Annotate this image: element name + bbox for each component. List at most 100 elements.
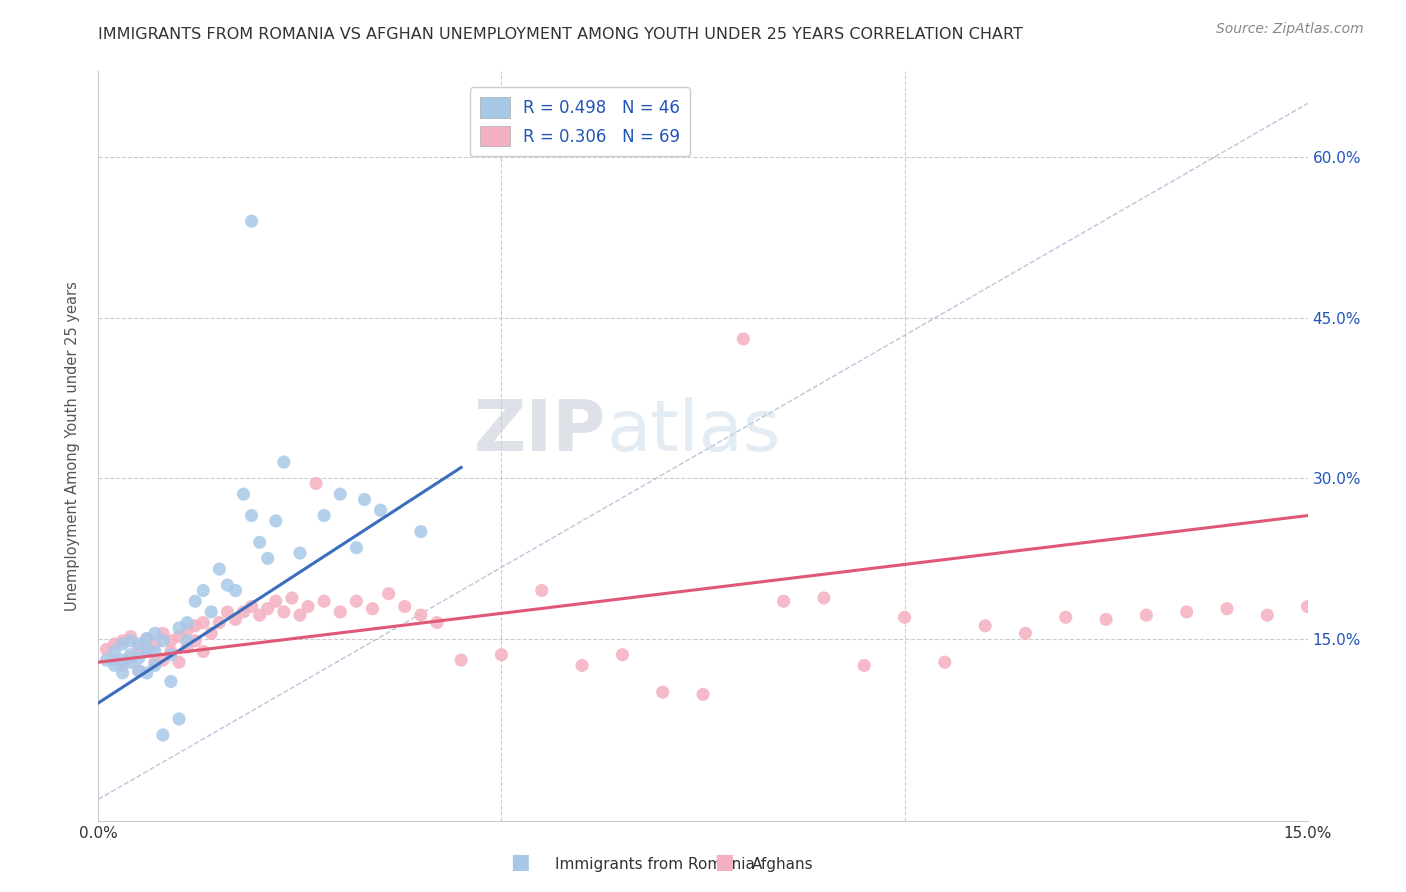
Point <box>409 608 432 623</box>
Point <box>426 615 449 630</box>
Point <box>394 599 416 614</box>
Point <box>1256 608 1278 623</box>
Point <box>152 626 174 640</box>
Point <box>240 508 263 523</box>
Text: IMMIGRANTS FROM ROMANIA VS AFGHAN UNEMPLOYMENT AMONG YOUTH UNDER 25 YEARS CORREL: IMMIGRANTS FROM ROMANIA VS AFGHAN UNEMPL… <box>98 27 1024 42</box>
Point <box>120 633 142 648</box>
Point <box>167 630 190 644</box>
Text: atlas: atlas <box>606 397 780 466</box>
Point <box>176 615 198 630</box>
Point <box>1175 605 1198 619</box>
Point <box>128 664 150 678</box>
Point <box>167 655 190 669</box>
Point <box>184 633 207 648</box>
Point <box>120 655 142 669</box>
Point <box>329 605 352 619</box>
Point <box>344 541 367 555</box>
Text: ■: ■ <box>714 853 734 872</box>
Point <box>143 655 166 669</box>
Point <box>692 687 714 701</box>
Point <box>128 640 150 655</box>
Point <box>167 712 190 726</box>
Point <box>733 332 755 346</box>
Point <box>256 601 278 615</box>
Point <box>152 653 174 667</box>
Point <box>96 642 118 657</box>
Text: Afghans: Afghans <box>752 857 814 872</box>
Point <box>111 633 134 648</box>
Point <box>128 664 150 678</box>
Point <box>160 644 183 658</box>
Point <box>160 633 183 648</box>
Point <box>1095 612 1118 626</box>
Point <box>1054 610 1077 624</box>
Point <box>571 658 593 673</box>
Point <box>651 685 673 699</box>
Point <box>893 610 915 624</box>
Point <box>370 503 392 517</box>
Point <box>200 605 222 619</box>
Point <box>111 665 134 680</box>
Point <box>103 658 125 673</box>
Legend: R = 0.498   N = 46, R = 0.306   N = 69: R = 0.498 N = 46, R = 0.306 N = 69 <box>470 87 690 156</box>
Point <box>974 619 997 633</box>
Point <box>288 608 311 623</box>
Point <box>232 487 254 501</box>
Point <box>111 658 134 673</box>
Point <box>135 632 157 646</box>
Point <box>128 637 150 651</box>
Point <box>232 605 254 619</box>
Point <box>612 648 634 662</box>
Point <box>450 653 472 667</box>
Point <box>96 653 118 667</box>
Point <box>103 637 125 651</box>
Point <box>167 621 190 635</box>
Point <box>1135 608 1157 623</box>
Point <box>217 605 239 619</box>
Point <box>176 633 198 648</box>
Point <box>143 637 166 651</box>
Point <box>120 648 142 662</box>
Point <box>135 642 157 657</box>
Point <box>1216 601 1239 615</box>
Point <box>297 599 319 614</box>
Point <box>120 651 142 665</box>
Point <box>240 214 263 228</box>
Point <box>1014 626 1036 640</box>
Point <box>264 594 287 608</box>
Point <box>160 674 183 689</box>
Point <box>111 653 134 667</box>
Point <box>224 612 246 626</box>
Point <box>305 476 328 491</box>
Point <box>256 551 278 566</box>
Point <box>329 487 352 501</box>
Point <box>143 644 166 658</box>
Point <box>853 658 876 673</box>
Point <box>208 562 231 576</box>
Y-axis label: Unemployment Among Youth under 25 years: Unemployment Among Youth under 25 years <box>65 281 80 611</box>
Point <box>135 632 157 646</box>
Point <box>491 648 513 662</box>
Point <box>353 492 375 507</box>
Point <box>128 651 150 665</box>
Point <box>193 615 215 630</box>
Point <box>344 594 367 608</box>
Point <box>120 630 142 644</box>
Point <box>530 583 553 598</box>
Point <box>176 623 198 637</box>
Point <box>377 587 399 601</box>
Point <box>111 637 134 651</box>
Point <box>152 633 174 648</box>
Point <box>135 665 157 680</box>
Point <box>193 644 215 658</box>
Text: Source: ZipAtlas.com: Source: ZipAtlas.com <box>1216 22 1364 37</box>
Point <box>314 508 336 523</box>
Point <box>281 591 304 605</box>
Point <box>184 619 207 633</box>
Point <box>103 644 125 658</box>
Point <box>184 594 207 608</box>
Point <box>273 455 295 469</box>
Point <box>208 615 231 630</box>
Point <box>314 594 336 608</box>
Point <box>249 535 271 549</box>
